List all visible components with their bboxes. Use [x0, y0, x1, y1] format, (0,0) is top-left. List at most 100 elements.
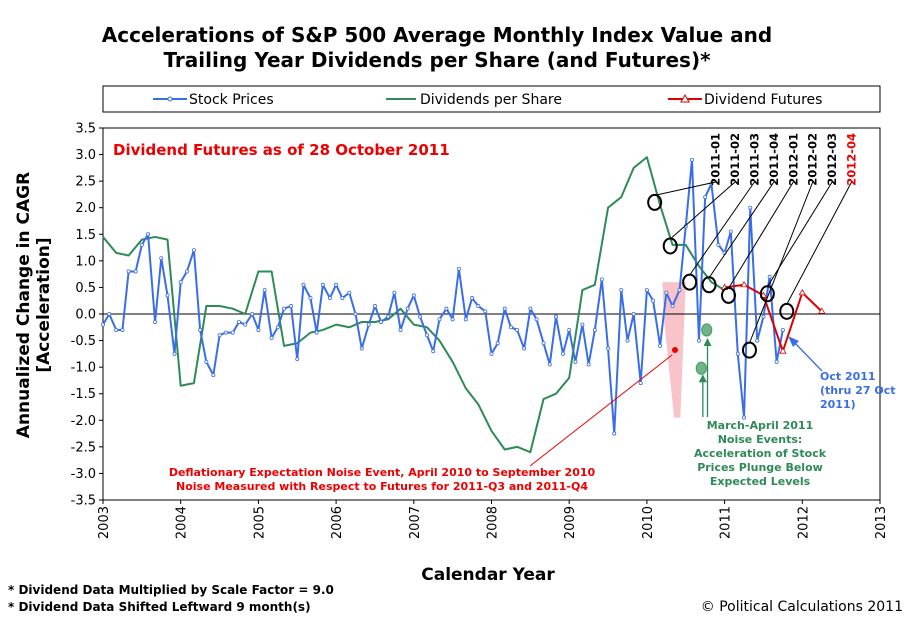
stock-series-point — [463, 317, 468, 322]
stock-series-point — [146, 232, 151, 237]
x-tick-label: 2009 — [563, 506, 578, 539]
stock-series-point — [126, 269, 131, 274]
stock-series-point — [159, 256, 164, 261]
stock-series-point — [495, 341, 500, 346]
stock-series-point — [483, 309, 488, 314]
y-tick-label: 2.5 — [75, 175, 96, 190]
stock-series-point — [295, 357, 300, 362]
y-tick-label: 2.0 — [75, 201, 96, 216]
stock-series-point — [184, 269, 189, 274]
stock-series-point — [508, 325, 513, 330]
stock-series-point — [314, 330, 319, 335]
futures-series-point — [818, 307, 826, 314]
stock-series-point — [359, 346, 364, 351]
quarter-leader — [669, 181, 736, 240]
legend: Stock Prices Dividends per Share Dividen… — [102, 85, 881, 113]
stock-series-point — [547, 362, 552, 367]
quarter-label: 2012-03 — [825, 133, 839, 186]
x-tick-label: 2004 — [175, 506, 190, 539]
y-tick-label: -0.5 — [71, 334, 96, 349]
stock-series-point — [178, 280, 183, 285]
x-tick-label: 2011 — [719, 506, 734, 539]
stock-series-point — [742, 415, 747, 420]
stock-series-point — [107, 311, 112, 316]
noise-event-marker — [701, 323, 713, 337]
futures-series-line — [724, 283, 823, 353]
legend-marker-futures — [680, 93, 690, 103]
quarter-leader — [654, 181, 716, 196]
stock-series-point — [425, 333, 430, 338]
footnote-scale: * Dividend Data Multiplied by Scale Fact… — [8, 583, 334, 597]
stock-series-point — [301, 282, 306, 287]
stock-series-point — [289, 304, 294, 309]
stock-series-point — [262, 288, 267, 293]
y-axis-label-line-1: Annualized Change in CAGR — [14, 172, 34, 438]
x-tick-label: 2003 — [97, 506, 112, 539]
annotation-layer: Dividend Futures as of 28 October 2011 20… — [113, 133, 895, 493]
stock-series-point — [250, 311, 255, 316]
chart-title-line-2: Trailing Year Dividends per Share (and F… — [163, 48, 711, 72]
quarter-circle — [759, 285, 775, 303]
y-tick-label: 1.5 — [75, 228, 96, 243]
y-axis-label: Annualized Change in CAGR [Acceleration] — [14, 172, 54, 438]
stock-series-point — [101, 322, 106, 327]
quarter-leader — [766, 181, 833, 288]
stock-series-point — [612, 431, 617, 436]
stock-series-point — [386, 314, 391, 319]
stock-series-point — [619, 288, 624, 293]
stock-series-point — [689, 157, 694, 162]
march-april-note-line: Acceleration of Stock — [694, 447, 827, 460]
y-tick-label: 0.5 — [75, 281, 96, 296]
stock-series-point — [308, 296, 313, 301]
oct-arrow-head — [788, 336, 799, 347]
y-tick-label: -3.0 — [71, 467, 96, 482]
stock-series-point — [515, 327, 520, 332]
march-april-note-line: March-April 2011 — [707, 419, 814, 432]
quarter-label: 2012-02 — [806, 133, 820, 186]
stock-series-point — [651, 298, 656, 303]
legend-label-dividends: Dividends per Share — [420, 92, 562, 108]
stock-series-point — [133, 269, 138, 274]
stock-series-point — [755, 338, 760, 343]
stock-series-point — [522, 346, 527, 351]
stock-series-point — [431, 349, 436, 354]
stock-series-point — [644, 288, 649, 293]
stock-series-point — [735, 351, 740, 356]
futures-series-point — [779, 347, 787, 354]
chart-title-line-1: Accelerations of S&P 500 Average Monthly… — [102, 23, 772, 47]
y-axis-label-line-2: [Acceleration] — [34, 237, 54, 372]
stock-series-point — [658, 343, 663, 348]
quarter-label: 2012-04 — [845, 133, 859, 186]
quarter-label: 2011-03 — [747, 133, 761, 186]
legend-box — [102, 85, 881, 113]
stock-series-point — [204, 359, 209, 364]
quarter-circle — [662, 237, 678, 255]
x-tick-label: 2012 — [796, 506, 811, 539]
deflation-note-line: Noise Measured with Respect to Futures f… — [176, 480, 588, 493]
stock-series-point — [560, 351, 565, 356]
stock-series-point — [243, 322, 248, 327]
stock-series-point — [586, 362, 591, 367]
x-axis-label: Calendar Year — [421, 565, 555, 585]
x-tick-label: 2013 — [874, 506, 889, 539]
stock-series-point — [580, 322, 585, 327]
stock-series-point — [392, 290, 397, 295]
credit: © Political Calculations 2011 — [701, 599, 903, 615]
y-tick-label: 0.0 — [75, 308, 96, 323]
stock-series-point — [191, 248, 196, 253]
stock-series-point — [139, 242, 144, 247]
x-tick-label: 2006 — [330, 506, 345, 539]
stock-series-point — [567, 327, 572, 332]
quarter-label: 2011-02 — [728, 133, 742, 186]
quarter-label: 2011-01 — [709, 133, 723, 186]
stock-series-point — [120, 327, 125, 332]
stock-series-point — [664, 290, 669, 295]
y-tick-label: 1.0 — [75, 254, 96, 269]
quarter-label: 2011-04 — [767, 133, 781, 186]
stock-series-point — [703, 195, 708, 200]
stock-series-point — [198, 327, 203, 332]
stock-series-point — [476, 304, 481, 309]
stock-series-point — [670, 304, 675, 309]
quarter-circle — [647, 193, 663, 211]
